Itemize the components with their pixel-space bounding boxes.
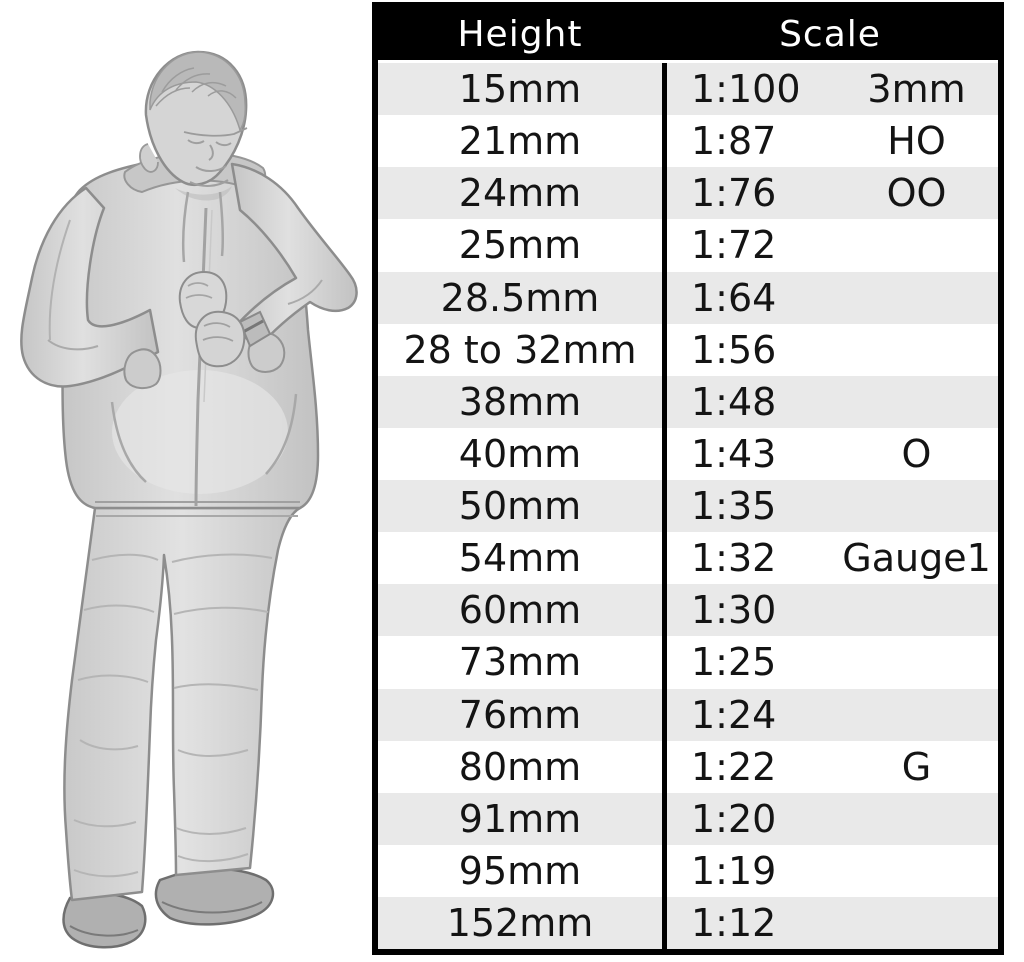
scale-cell: 1:87 HO (662, 115, 998, 168)
scale-ratio: 1:30 (691, 588, 777, 633)
scale-ratio: 1:56 (691, 327, 777, 372)
scale-gauge: HO (887, 119, 946, 164)
height-cell: 76mm (458, 692, 582, 737)
scale-gauge: O (901, 431, 932, 476)
scale-ratio: 1:76 (691, 171, 777, 216)
table-row: 24mm 1:76 OO (378, 167, 998, 220)
man-figure-image (0, 40, 380, 960)
height-cell: 54mm (458, 536, 582, 581)
height-cell: 24mm (458, 171, 582, 216)
scale-table: Height Scale 15mm 1:100 3mm 21mm 1:87 HO… (372, 2, 1004, 955)
table-header: Height Scale (378, 8, 998, 63)
scale-cell: 1:25 (662, 636, 998, 689)
scale-cell: 1:12 (662, 897, 998, 950)
scale-ratio: 1:35 (691, 484, 777, 529)
table-row: 73mm 1:25 (378, 636, 998, 689)
scale-cell: 1:20 (662, 792, 998, 845)
scale-cell: 1:43 O (662, 427, 998, 480)
scale-ratio: 1:48 (691, 379, 777, 424)
table-row: 152mm 1:12 (378, 897, 998, 950)
figure-head (139, 50, 248, 201)
scale-cell: 1:19 (662, 844, 998, 897)
scale-ratio: 1:72 (691, 223, 777, 268)
height-cell: 15mm (458, 67, 582, 112)
table-row: 38mm 1:48 (378, 375, 998, 428)
height-cell: 50mm (458, 484, 582, 529)
table-row: 28.5mm 1:64 (378, 271, 998, 324)
scale-ratio: 1:64 (691, 275, 777, 320)
scale-cell: 1:35 (662, 480, 998, 533)
scale-ratio: 1:43 (691, 431, 777, 476)
table-row: 40mm 1:43 O (378, 427, 998, 480)
scale-gauge: G (901, 744, 932, 789)
height-cell: 91mm (458, 796, 582, 841)
scale-ratio: 1:19 (691, 848, 777, 893)
table-row: 91mm 1:20 (378, 792, 998, 845)
table-row: 15mm 1:100 3mm (378, 63, 998, 116)
scale-cell: 1:32 Gauge1 (662, 532, 998, 585)
table-row: 28 to 32mm 1:56 (378, 323, 998, 376)
table-row: 54mm 1:32 Gauge1 (378, 532, 998, 585)
table-row: 21mm 1:87 HO (378, 115, 998, 168)
scale-gauge: OO (886, 171, 947, 216)
height-cell: 28.5mm (440, 275, 600, 320)
scale-cell: 1:76 OO (662, 167, 998, 220)
scale-ratio: 1:32 (691, 536, 777, 581)
height-cell: 80mm (458, 744, 582, 789)
scale-cell: 1:64 (662, 271, 998, 324)
table-row: 95mm 1:19 (378, 844, 998, 897)
scale-ratio: 1:25 (691, 640, 777, 685)
man-figure-svg (20, 50, 358, 949)
figure-hands (178, 270, 246, 368)
header-scale: Scale (779, 13, 881, 55)
table-row: 80mm 1:22 G (378, 740, 998, 793)
scale-ratio: 1:100 (691, 67, 801, 112)
height-cell: 28 to 32mm (403, 327, 637, 372)
height-cell: 40mm (458, 431, 582, 476)
scale-gauge: 3mm (867, 67, 966, 112)
height-cell: 73mm (458, 640, 582, 685)
header-height: Height (457, 13, 583, 55)
height-cell: 60mm (458, 588, 582, 633)
height-cell: 152mm (446, 901, 594, 946)
scale-cell: 1:22 G (662, 740, 998, 793)
scale-ratio: 1:12 (691, 901, 777, 946)
scale-ratio: 1:24 (691, 692, 777, 737)
table-row: 60mm 1:30 (378, 584, 998, 637)
scale-gauge: Gauge1 (842, 536, 991, 581)
scale-cell: 1:56 (662, 323, 998, 376)
height-cell: 95mm (458, 848, 582, 893)
figure-drawstrings (181, 191, 225, 263)
scale-ratio: 1:20 (691, 796, 777, 841)
scale-cell: 1:72 (662, 219, 998, 272)
scale-cell: 1:48 (662, 375, 998, 428)
figure-legs (63, 506, 302, 902)
table-row: 50mm 1:35 (378, 480, 998, 533)
height-cell: 25mm (458, 223, 582, 268)
table-body: 15mm 1:100 3mm 21mm 1:87 HO 24mm 1:76 OO… (378, 63, 998, 950)
scale-cell: 1:24 (662, 688, 998, 741)
scale-ratio: 1:22 (691, 744, 777, 789)
scale-cell: 1:100 3mm (662, 63, 998, 116)
figure-shoes (62, 867, 275, 949)
figure-torso (59, 160, 320, 510)
table-row: 76mm 1:24 (378, 688, 998, 741)
height-cell: 38mm (458, 379, 582, 424)
table-row: 25mm 1:72 (378, 219, 998, 272)
height-cell: 21mm (458, 119, 582, 164)
scale-ratio: 1:87 (691, 119, 777, 164)
scale-cell: 1:30 (662, 584, 998, 637)
